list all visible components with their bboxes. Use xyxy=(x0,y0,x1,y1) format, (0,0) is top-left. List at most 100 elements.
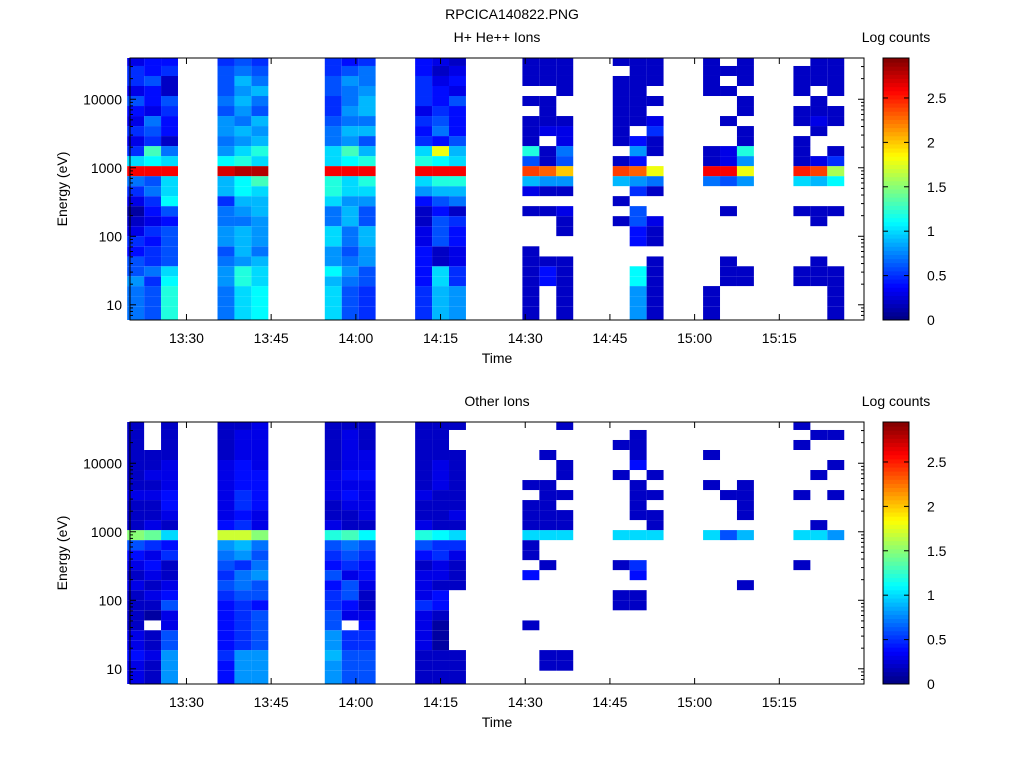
x-tick-label: 13:30 xyxy=(169,694,204,710)
heatmap-cell xyxy=(217,96,235,107)
heatmap-cell xyxy=(127,226,145,237)
heatmap-cell xyxy=(736,65,754,76)
heatmap-cell xyxy=(341,530,359,541)
heatmap-cell xyxy=(127,196,145,207)
heatmap-cell xyxy=(736,490,754,501)
heatmap-cell xyxy=(234,126,252,137)
y-tick-label: 1000 xyxy=(91,160,122,176)
heatmap-cell xyxy=(415,510,433,521)
heatmap-cell xyxy=(234,630,252,641)
colorbar-segment xyxy=(883,127,909,133)
colorbar-tick-label: 2 xyxy=(927,498,935,514)
heatmap-cell xyxy=(234,500,252,511)
heatmap-cell xyxy=(234,480,252,491)
heatmap-cell xyxy=(358,286,376,297)
heatmap-cell xyxy=(539,500,557,511)
heatmap-cell xyxy=(251,439,269,450)
heatmap-cell xyxy=(522,65,540,76)
heatmap-cell xyxy=(127,422,145,430)
colorbar-segment xyxy=(883,634,909,640)
heatmap-cell xyxy=(703,176,721,187)
heatmap-cell xyxy=(556,266,574,277)
heatmap-cell xyxy=(234,570,252,581)
colorbar-segment xyxy=(883,606,909,611)
colorbar-segment xyxy=(883,111,909,116)
heatmap-cell xyxy=(341,480,359,491)
heatmap-cell xyxy=(415,306,433,320)
colorbar-segment xyxy=(883,524,909,529)
heatmap-cell xyxy=(556,460,574,471)
heatmap-cell xyxy=(144,266,162,277)
heatmap-cell xyxy=(358,610,376,621)
heatmap-cell xyxy=(612,156,630,167)
heatmap-cell xyxy=(415,216,433,227)
heatmap-cell xyxy=(234,276,252,287)
heatmap-cell xyxy=(341,65,359,76)
heatmap-cell xyxy=(127,236,145,247)
heatmap-cell xyxy=(522,480,540,491)
heatmap-cell xyxy=(415,116,433,127)
panel-title: Other Ions xyxy=(464,393,529,409)
heatmap-cell xyxy=(415,65,433,76)
heatmap-cell xyxy=(161,450,178,461)
colorbar-segment xyxy=(883,565,909,570)
colorbar-segment xyxy=(883,107,909,112)
heatmap-cell xyxy=(539,166,557,177)
heatmap-cell xyxy=(449,650,466,661)
colorbar-tick-label: 1.5 xyxy=(927,179,947,195)
heatmap-cell xyxy=(432,590,450,601)
heatmap-cell xyxy=(629,75,647,86)
heatmap-cell xyxy=(415,660,433,671)
heatmap-cell xyxy=(234,136,252,147)
heatmap-cell xyxy=(358,126,376,137)
heatmap-cell xyxy=(358,460,376,471)
heatmap-cell xyxy=(234,429,252,440)
heatmap-cell xyxy=(161,630,178,641)
heatmap-cell xyxy=(539,206,557,217)
heatmap-cell xyxy=(793,560,811,571)
heatmap-cell xyxy=(827,156,845,167)
heatmap-cell xyxy=(341,670,359,684)
heatmap-cell xyxy=(161,530,178,541)
heatmap-cell xyxy=(144,256,162,267)
heatmap-cell xyxy=(217,106,235,117)
heatmap-cell xyxy=(324,296,342,307)
heatmap-cell xyxy=(522,570,540,581)
heatmap-cell xyxy=(217,670,235,684)
heatmap-cell xyxy=(251,276,269,287)
heatmap-cell xyxy=(522,296,540,307)
heatmap-cell xyxy=(161,166,178,177)
heatmap-cell xyxy=(629,156,647,167)
heatmap-cell xyxy=(703,286,721,297)
heatmap-cell xyxy=(324,500,342,511)
heatmap-cell xyxy=(324,146,342,157)
heatmap-cell xyxy=(449,156,466,167)
heatmap-cell xyxy=(539,126,557,137)
colorbar-segment xyxy=(883,307,909,313)
heatmap-cell xyxy=(612,590,630,601)
heatmap-cell xyxy=(432,500,450,511)
heatmap-cell xyxy=(161,422,178,430)
heatmap-cell xyxy=(432,530,450,541)
heatmap-cell xyxy=(646,470,664,481)
colorbar-segment xyxy=(883,667,909,673)
heatmap-cell xyxy=(324,226,342,237)
heatmap-cell xyxy=(341,490,359,501)
heatmap-cell xyxy=(217,640,235,651)
heatmap-cell xyxy=(827,86,845,97)
heatmap-cell xyxy=(358,106,376,117)
heatmap-cell xyxy=(217,186,235,197)
colorbar-segment xyxy=(883,299,909,305)
heatmap-cell xyxy=(324,266,342,277)
heatmap-cell xyxy=(217,75,235,86)
heatmap-cell xyxy=(341,176,359,187)
heatmap-cell xyxy=(720,65,737,76)
heatmap-cell xyxy=(612,75,630,86)
heatmap-cell xyxy=(127,580,145,591)
heatmap-cell xyxy=(646,306,664,320)
heatmap-cell xyxy=(217,246,235,257)
heatmap-cell xyxy=(629,206,647,217)
heatmap-cell xyxy=(217,439,235,450)
heatmap-cell xyxy=(432,520,450,531)
heatmap-cell xyxy=(144,226,162,237)
